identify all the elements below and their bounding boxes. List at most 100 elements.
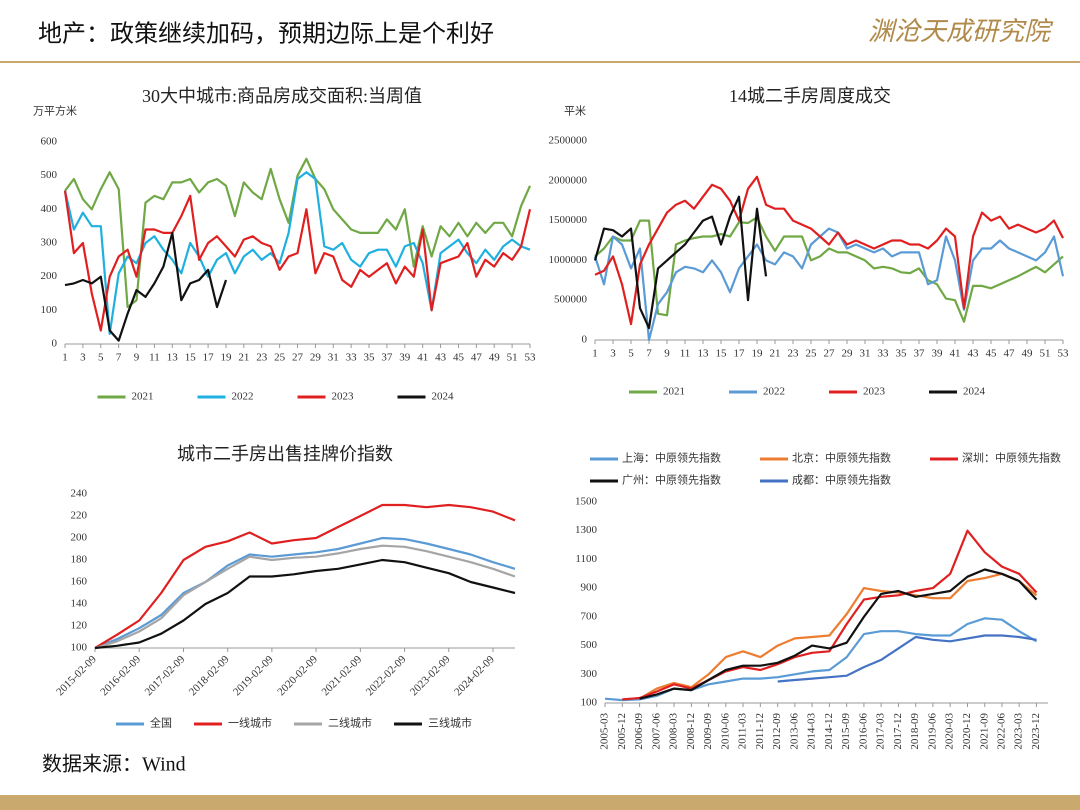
y-tick-label: 900 [581, 582, 598, 594]
y-tick-label: 700 [581, 610, 598, 622]
x-tick-label: 5 [628, 348, 634, 360]
legend-label: 北京：中原领先指数 [792, 451, 891, 465]
series-line [94, 503, 516, 649]
x-tick-label: 39 [399, 352, 411, 364]
x-tick-label: 49 [489, 352, 501, 364]
x-tick-label: 33 [346, 352, 358, 364]
x-tick-label: 3 [610, 348, 616, 360]
y-tick-label: 300 [41, 237, 58, 249]
x-tick-label: 21 [238, 352, 249, 364]
x-tick-label: 2008-03 [668, 713, 680, 750]
legend-label: 一线城市 [228, 716, 272, 730]
x-tick-label: 23 [788, 348, 800, 360]
legend-label: 2022 [232, 391, 254, 403]
x-tick-label: 15 [185, 352, 197, 364]
legend-label: 2024 [963, 386, 986, 398]
x-tick-label: 2019-02-09 [231, 653, 276, 698]
chart-title: 14城二手房周度成交 [729, 86, 891, 106]
legend-label: 全国 [150, 716, 172, 730]
y-tick-label: 1100 [575, 553, 597, 565]
x-tick-label: 9 [134, 352, 140, 364]
x-tick-label: 11 [149, 352, 160, 364]
y-tick-label: 140 [71, 598, 88, 610]
series-line [64, 157, 532, 309]
x-tick-label: 51 [507, 352, 518, 364]
series-line [604, 617, 1038, 702]
x-tick-label: 2019-06 [926, 713, 938, 750]
x-tick-label: 2017-02-09 [143, 653, 188, 698]
y-tick-label: 180 [71, 554, 88, 566]
x-tick-label: 2020-12 [961, 713, 973, 750]
x-tick-label: 39 [932, 348, 944, 360]
series-line [639, 568, 1038, 700]
legend-label: 2023 [332, 391, 355, 403]
x-tick-label: 29 [842, 348, 854, 360]
y-tick-label: 300 [581, 668, 598, 680]
x-tick-label: 2021-02-09 [320, 653, 365, 698]
series-line [593, 227, 1065, 342]
logo: 渊沧天成研究院 [868, 17, 1054, 46]
x-tick-label: 41 [417, 352, 428, 364]
x-tick-label: 45 [453, 352, 465, 364]
x-tick-label: 2014-12 [823, 713, 835, 750]
legend-label: 二线城市 [328, 716, 372, 730]
legend-label: 成都：中原领先指数 [792, 473, 891, 487]
x-tick-label: 33 [878, 348, 890, 360]
x-tick-label: 2008-12 [685, 713, 697, 750]
y-axis-unit: 万平方米 [33, 104, 77, 118]
series-line [639, 572, 1038, 700]
series-line [63, 190, 532, 332]
x-tick-label: 27 [824, 348, 836, 360]
series-line [777, 634, 1037, 683]
y-tick-label: 500 [581, 639, 598, 651]
x-tick-label: 2017-03 [875, 713, 887, 750]
x-tick-label: 25 [806, 348, 818, 360]
series-line [594, 175, 1064, 326]
x-tick-label: 37 [381, 352, 393, 364]
y-tick-label: 0 [582, 334, 588, 346]
x-tick-label: 1 [592, 348, 598, 360]
x-tick-label: 19 [752, 348, 764, 360]
x-tick-label: 29 [310, 352, 322, 364]
series-line [94, 536, 516, 650]
x-tick-label: 2024-02-09 [452, 653, 497, 698]
x-tick-label: 17 [734, 348, 746, 360]
source-note: 数据来源：Wind [42, 753, 186, 776]
x-tick-label: 1 [62, 352, 68, 364]
legend-label: 2021 [663, 386, 685, 398]
x-tick-label: 11 [680, 348, 691, 360]
x-tick-label: 27 [292, 352, 304, 364]
x-tick-label: 49 [1022, 348, 1034, 360]
series-line [94, 544, 516, 650]
x-tick-label: 3 [80, 352, 86, 364]
y-tick-label: 2500000 [549, 135, 588, 147]
x-tick-label: 51 [1040, 348, 1051, 360]
x-tick-label: 2023-03 [1013, 713, 1025, 750]
series-line [594, 216, 1064, 323]
x-tick-label: 43 [968, 348, 980, 360]
x-tick-label: 25 [274, 352, 286, 364]
x-tick-label: 2006-09 [633, 713, 645, 750]
x-tick-label: 31 [860, 348, 871, 360]
legend-label: 三线城市 [428, 716, 472, 730]
x-tick-label: 2012-09 [771, 713, 783, 750]
y-tick-label: 500 [41, 169, 58, 181]
y-tick-label: 2000000 [549, 174, 588, 186]
y-tick-label: 200 [71, 532, 88, 544]
x-tick-label: 43 [435, 352, 447, 364]
x-tick-label: 13 [698, 348, 710, 360]
x-tick-label: 53 [525, 352, 537, 364]
x-tick-label: 47 [471, 352, 483, 364]
x-tick-label: 2016-02-09 [98, 653, 143, 698]
x-tick-label: 2020-03 [944, 713, 956, 750]
x-tick-label: 47 [1004, 348, 1016, 360]
x-tick-label: 2016-06 [857, 713, 869, 750]
x-tick-label: 9 [664, 348, 670, 360]
x-tick-label: 41 [950, 348, 961, 360]
footer-bar [0, 795, 1080, 810]
x-tick-label: 2015-02-09 [54, 653, 99, 698]
series-line [64, 231, 228, 342]
x-tick-label: 21 [770, 348, 781, 360]
y-tick-label: 100 [581, 697, 598, 709]
